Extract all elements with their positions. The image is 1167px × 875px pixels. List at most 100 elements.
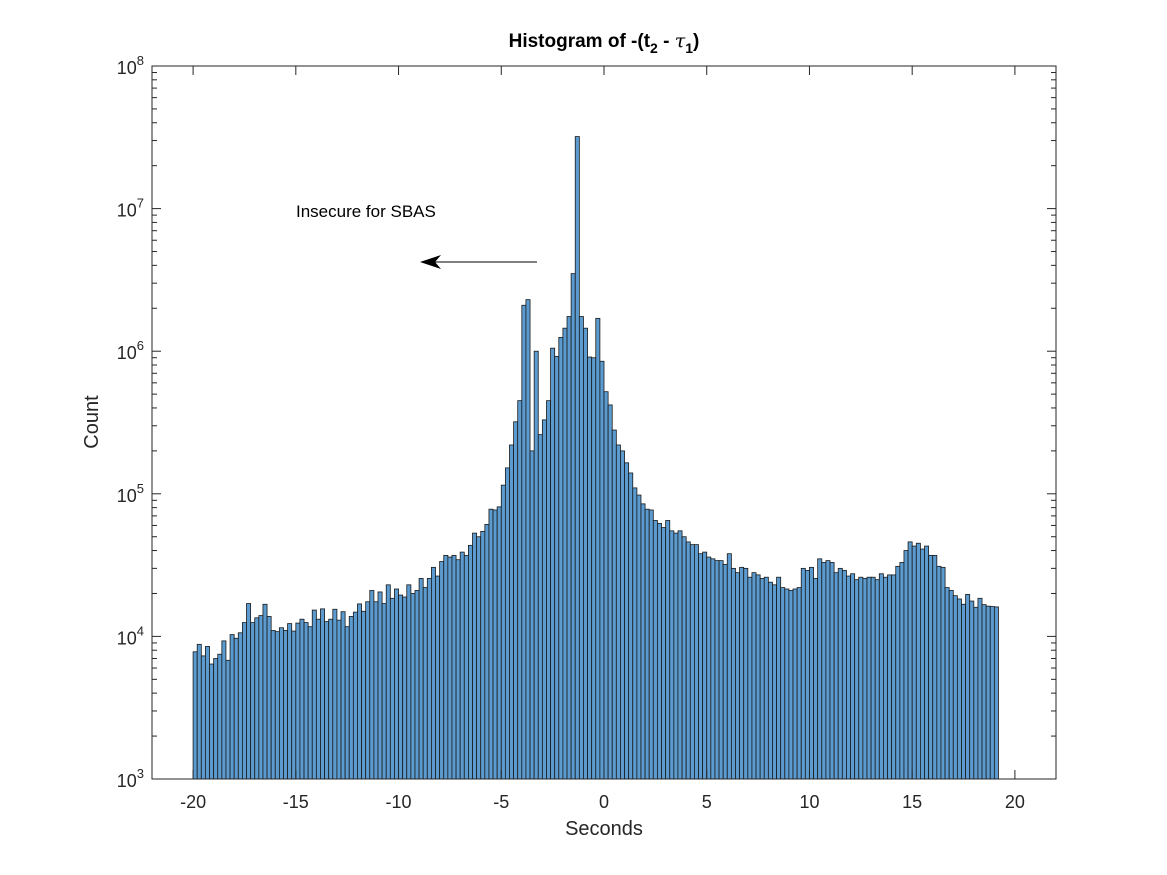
- histogram-bar: [311, 609, 317, 780]
- histogram-bar: [504, 467, 510, 780]
- y-tick-labels: 103 104 105 106 107 108: [117, 53, 144, 791]
- histogram-bar: [324, 621, 330, 780]
- histogram-bar: [270, 630, 276, 780]
- histogram-bar: [620, 450, 625, 780]
- histogram-bar: [406, 584, 412, 780]
- histogram-bar: [628, 472, 634, 780]
- histogram-bar: [977, 597, 983, 780]
- y-tick-label: 107: [117, 196, 144, 221]
- histogram-bar: [640, 503, 646, 780]
- histogram-bar: [792, 588, 798, 780]
- histogram-bar: [891, 574, 897, 780]
- histogram-bar: [361, 610, 367, 780]
- histogram-bar: [652, 520, 658, 780]
- histogram-bar: [677, 530, 683, 780]
- histogram-bar: [398, 594, 404, 780]
- histogram-bar: [726, 553, 732, 780]
- histogram-bar: [702, 551, 708, 780]
- histogram-bar: [841, 570, 847, 780]
- histogram-bar: [492, 509, 498, 780]
- y-tick-label: 104: [117, 623, 144, 648]
- histogram-bar: [862, 578, 868, 780]
- histogram-bar: [961, 603, 966, 780]
- histogram-bar: [599, 360, 605, 780]
- histogram-bar: [266, 616, 272, 780]
- histogram-bar: [985, 605, 991, 780]
- x-tick-label: 0: [599, 792, 609, 812]
- histogram-bar: [291, 630, 297, 780]
- x-tick-label: 20: [1005, 792, 1025, 812]
- histogram-bar: [784, 588, 790, 780]
- histogram-bar: [809, 566, 814, 780]
- histogram-bar: [262, 603, 268, 780]
- histogram-bar: [365, 601, 371, 780]
- histogram-bar: [673, 532, 679, 780]
- histogram-bar: [525, 299, 531, 780]
- histogram-bar: [344, 626, 350, 780]
- histogram-bar: [221, 640, 227, 780]
- histogram-bar: [603, 391, 609, 780]
- histogram-bar: [451, 554, 457, 780]
- histogram-bar: [233, 637, 239, 780]
- histogram-bar: [496, 506, 502, 780]
- histogram-bar: [965, 594, 971, 780]
- histogram-bar: [225, 659, 231, 780]
- y-tick-label: 108: [117, 53, 144, 78]
- histogram-bar: [558, 336, 564, 780]
- histogram-bar: [394, 588, 399, 780]
- histogram-bar: [973, 606, 979, 780]
- histogram-bar: [550, 347, 556, 780]
- histogram-bar: [578, 316, 584, 780]
- histogram-bar: [989, 606, 995, 780]
- histogram-bar: [969, 600, 975, 780]
- histogram-bar: [541, 419, 547, 780]
- histogram-bar: [205, 646, 210, 780]
- histogram-bar: [381, 603, 387, 780]
- histogram-bar: [377, 591, 383, 780]
- histogram-bar: [200, 655, 206, 780]
- histogram-bar: [936, 565, 942, 780]
- y-tick-label: 105: [117, 481, 144, 506]
- histogram-bar: [570, 273, 576, 780]
- histogram-bar: [410, 593, 416, 780]
- histogram-bar: [566, 316, 572, 780]
- histogram-bar: [274, 631, 280, 780]
- histogram-bar: [402, 596, 408, 780]
- histogram-bar: [747, 576, 753, 780]
- histogram-bar: [661, 527, 667, 780]
- histogram-bar: [418, 578, 424, 780]
- histogram-bar: [648, 509, 654, 780]
- histogram-bar: [472, 532, 478, 780]
- histogram-bar: [509, 444, 514, 780]
- y-tick-label: 106: [117, 338, 144, 363]
- histogram-bar: [357, 603, 362, 780]
- histogram-bar: [940, 566, 946, 780]
- chart-title: Histogram of -(t2 - τ1): [509, 30, 700, 56]
- histogram-bar: [595, 317, 601, 780]
- histogram-bar: [254, 617, 260, 780]
- x-tick-labels: -20 -15 -10 -5 0 5 10 15 20: [180, 792, 1025, 812]
- histogram-bar: [710, 558, 716, 780]
- x-tick-label: 5: [702, 792, 712, 812]
- histogram-bar: [870, 576, 876, 780]
- histogram-bar: [759, 578, 765, 780]
- histogram-bar: [529, 450, 535, 780]
- histogram-bar: [546, 400, 551, 780]
- histogram-bar: [669, 530, 675, 780]
- histogram-bar: [480, 530, 486, 780]
- histogram-bar: [874, 579, 880, 780]
- histogram-bar: [352, 611, 358, 780]
- histogram-bar: [780, 587, 786, 780]
- histogram-bar: [591, 357, 597, 780]
- y-tick-label: 103: [117, 766, 144, 791]
- histogram-bar: [751, 572, 757, 780]
- histogram-bar: [217, 653, 223, 780]
- histogram-bar: [665, 520, 671, 780]
- histogram-bar: [895, 565, 901, 780]
- histogram-bar: [681, 536, 687, 780]
- histogram-bar: [739, 566, 745, 780]
- histogram-bar: [796, 587, 802, 780]
- histogram-bar: [981, 604, 987, 780]
- histogram-bar: [315, 618, 321, 780]
